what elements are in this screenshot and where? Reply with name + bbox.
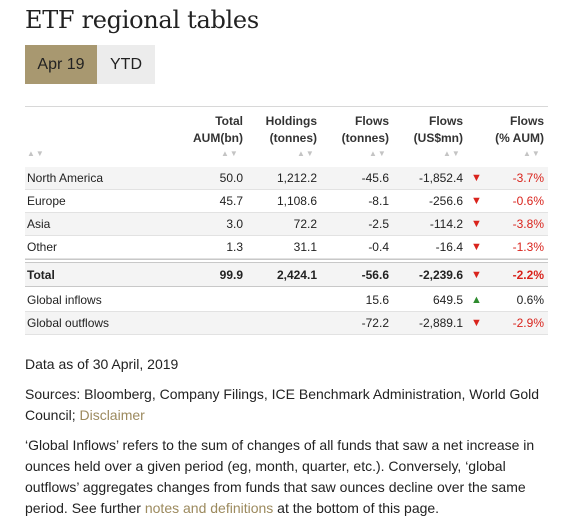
period-tabs: Apr 19 YTD (25, 45, 155, 84)
col-header-flows-tonnes-line1: Flows (354, 114, 389, 128)
table-notes: Data as of 30 April, 2019 Sources: Bloom… (25, 354, 548, 518)
col-header-flows-tonnes[interactable]: Flows (tonnes) (342, 113, 389, 147)
global-row-name: Global outflows (27, 316, 110, 330)
aum-value: 45.7 (219, 194, 243, 208)
flows-tonnes-value: -45.6 (361, 171, 389, 185)
flows-pct-value: -2.9% (512, 316, 544, 330)
table-row-asia: Asia 3.0 72.2 -2.5 -114.2 ▼ -3.8% (25, 213, 548, 236)
flows-usd-value: -2,239.6 (418, 268, 463, 282)
aum-value: 99.9 (219, 268, 243, 282)
down-arrow-icon: ▼ (471, 172, 482, 184)
col-header-holdings-line1: Holdings (265, 114, 317, 128)
col-header-flows-pct[interactable]: Flows (% AUM) (495, 113, 544, 147)
flows-tonnes-value: -0.4 (368, 240, 389, 254)
region-name: Europe (27, 194, 66, 208)
sort-holdings-icon[interactable]: ▲▼ (297, 149, 315, 158)
down-arrow-icon: ▼ (471, 317, 482, 329)
col-header-aum-line2: AUM(bn) (193, 131, 243, 145)
col-header-flows-pct-line1: Flows (509, 114, 544, 128)
region-name: North America (27, 171, 104, 185)
flows-pct-value: -1.3% (512, 240, 544, 254)
tab-ytd[interactable]: YTD (97, 45, 155, 84)
holdings-value: 72.2 (293, 217, 317, 231)
flows-usd-value: -114.2 (429, 217, 463, 231)
global-row-name: Global inflows (27, 293, 102, 307)
etf-regional-table: ▲▼ Total AUM(bn) ▲▼ Holdings (tonnes) ▲▼… (25, 106, 548, 335)
explanation-end: at the bottom of this page. (273, 500, 440, 516)
col-header-flows-pct-line2: (% AUM) (495, 131, 544, 145)
region-name: Asia (27, 217, 51, 231)
col-header-flows-tonnes-line2: (tonnes) (341, 131, 389, 145)
table-row-global-inflows: Global inflows 15.6 649.5 ▲ 0.6% (25, 289, 548, 312)
flows-tonnes-value: -56.6 (361, 268, 389, 282)
total-divider (25, 259, 548, 263)
holdings-value: 2,424.1 (276, 268, 317, 282)
holdings-value: 31.1 (293, 240, 317, 254)
table-header: ▲▼ Total AUM(bn) ▲▼ Holdings (tonnes) ▲▼… (25, 107, 548, 167)
flows-tonnes-value: -72.2 (361, 316, 389, 330)
down-arrow-icon: ▼ (471, 218, 482, 230)
total-label: Total (27, 268, 55, 282)
disclaimer-link[interactable]: Disclaimer (79, 407, 145, 423)
flows-usd-value: -2,889.1 (418, 316, 463, 330)
sources-label: Sources: Bloomberg, Company Filings, ICE… (25, 386, 540, 423)
flows-usd-value: 649.5 (432, 293, 463, 307)
flows-pct-value: 0.6% (516, 293, 544, 307)
table-row-global-outflows: Global outflows -72.2 -2,889.1 ▼ -2.9% (25, 312, 548, 335)
holdings-value: 1,212.2 (276, 171, 317, 185)
col-header-flows-usd-line2: (US$mn) (413, 131, 463, 145)
col-header-holdings-line2: (tonnes) (269, 131, 317, 145)
table-row-north-america: North America 50.0 1,212.2 -45.6 -1,852.… (25, 167, 548, 190)
sort-flows-usd-icon[interactable]: ▲▼ (443, 149, 461, 158)
aum-value: 50.0 (219, 171, 243, 185)
flows-pct-value: -3.8% (512, 217, 544, 231)
flows-tonnes-value: -8.1 (368, 194, 389, 208)
flows-tonnes-value: 15.6 (365, 293, 389, 307)
sources-text: Sources: Bloomberg, Company Filings, ICE… (25, 384, 548, 426)
up-arrow-icon: ▲ (471, 294, 482, 306)
down-arrow-icon: ▼ (471, 241, 482, 253)
page-title: ETF regional tables (25, 6, 259, 34)
col-header-holdings[interactable]: Holdings (tonnes) (266, 113, 317, 147)
explanation-body: ‘Global Inflows’ refers to the sum of ch… (25, 437, 535, 516)
col-header-flows-usd[interactable]: Flows (US$mn) (414, 113, 463, 147)
tab-apr-19[interactable]: Apr 19 (25, 45, 97, 84)
flows-pct-value: -0.6% (512, 194, 544, 208)
flows-pct-value: -3.7% (512, 171, 544, 185)
table-row-europe: Europe 45.7 1,108.6 -8.1 -256.6 ▼ -0.6% (25, 190, 548, 213)
flows-pct-value: -2.2% (512, 268, 544, 282)
down-arrow-icon: ▼ (471, 195, 482, 207)
notes-definitions-link[interactable]: notes and definitions (144, 500, 274, 516)
sort-flows-tonnes-icon[interactable]: ▲▼ (369, 149, 387, 158)
col-header-aum-line1: Total (215, 114, 243, 128)
sort-flows-pct-icon[interactable]: ▲▼ (523, 149, 541, 158)
flows-usd-value: -16.4 (435, 240, 463, 254)
sort-region-icon[interactable]: ▲▼ (27, 149, 45, 158)
region-name: Other (27, 240, 58, 254)
table-row-total: Total 99.9 2,424.1 -56.6 -2,239.6 ▼ -2.2… (25, 263, 548, 287)
aum-value: 1.3 (226, 240, 243, 254)
data-date: Data as of 30 April, 2019 (25, 356, 179, 372)
down-arrow-icon: ▼ (471, 269, 482, 281)
col-header-aum[interactable]: Total AUM(bn) (193, 113, 243, 147)
flows-usd-value: -256.6 (428, 194, 463, 208)
flows-tonnes-value: -2.5 (368, 217, 389, 231)
aum-value: 3.0 (226, 217, 243, 231)
flows-usd-value: -1,852.4 (418, 171, 463, 185)
holdings-value: 1,108.6 (276, 194, 317, 208)
sort-aum-icon[interactable]: ▲▼ (221, 149, 239, 158)
table-row-other: Other 1.3 31.1 -0.4 -16.4 ▼ -1.3% (25, 236, 548, 259)
explanation-text: ‘Global Inflows’ refers to the sum of ch… (25, 435, 548, 518)
col-header-flows-usd-line1: Flows (428, 114, 463, 128)
table-top-divider (25, 106, 548, 107)
